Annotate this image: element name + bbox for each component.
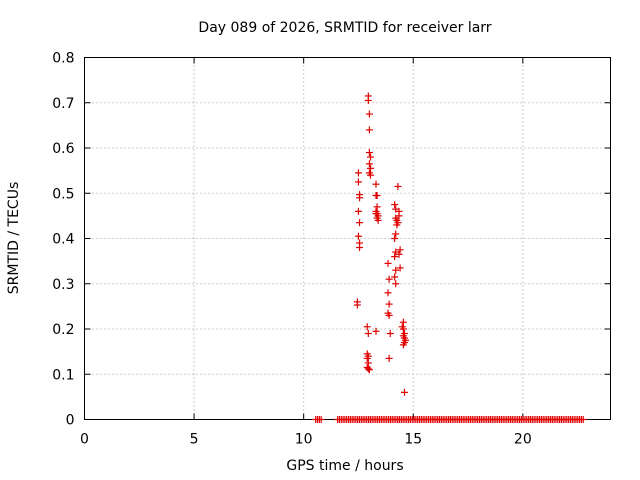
x-tick-label: 15 — [404, 432, 422, 448]
data-point — [364, 359, 372, 367]
data-point — [399, 341, 407, 349]
data-point — [400, 388, 408, 396]
data-point — [354, 169, 362, 177]
data-point — [392, 266, 400, 274]
data-point — [354, 207, 362, 215]
data-point — [364, 365, 372, 373]
data-point — [396, 246, 404, 254]
y-tick-label: 0.1 — [52, 367, 74, 383]
data-point — [354, 178, 362, 186]
data-point — [363, 354, 371, 362]
grid-lines — [84, 57, 611, 420]
axis-ticks — [84, 57, 611, 420]
data-point — [364, 96, 372, 104]
data-point — [372, 210, 380, 218]
data-point — [391, 253, 399, 261]
data-point — [317, 416, 325, 423]
data-point — [391, 235, 399, 242]
data-point — [356, 244, 364, 252]
data-point — [386, 330, 394, 338]
data-point — [365, 160, 373, 168]
x-tick-label: 0 — [80, 432, 89, 448]
y-tick-label: 0.8 — [52, 51, 74, 67]
data-point — [392, 280, 400, 288]
data-points — [312, 92, 587, 423]
data-point — [384, 289, 392, 297]
x-tick-labels: 0 5 10 15 20 — [80, 432, 532, 448]
data-point — [395, 250, 403, 258]
y-axis-label: SRMTID / TECUs — [6, 182, 22, 295]
x-axis-label: GPS time / hours — [286, 458, 403, 474]
data-point — [399, 318, 407, 326]
data-point — [365, 126, 373, 134]
y-tick-label: 0.4 — [52, 232, 74, 248]
y-tick-label: 0.6 — [52, 141, 74, 157]
data-point — [363, 323, 371, 331]
data-point — [372, 180, 380, 188]
plot-frame — [84, 57, 611, 420]
data-point — [372, 327, 380, 335]
data-point — [365, 366, 373, 374]
data-point — [399, 325, 407, 333]
data-point — [365, 149, 373, 157]
data-point — [373, 203, 381, 211]
data-point — [391, 201, 399, 209]
y-tick-label: 0.3 — [52, 277, 74, 293]
data-point — [367, 171, 375, 179]
data-point — [396, 264, 404, 272]
data-point — [385, 354, 393, 362]
data-point — [367, 164, 375, 172]
data-point — [394, 182, 402, 190]
data-point — [356, 194, 364, 202]
data-point — [353, 301, 361, 309]
data-point — [364, 330, 372, 338]
x-tick-label: 10 — [295, 432, 313, 448]
data-point — [385, 311, 393, 319]
data-point — [356, 219, 364, 227]
data-point — [391, 273, 399, 281]
y-tick-label: 0 — [66, 413, 75, 429]
y-tick-label: 0.7 — [52, 96, 74, 112]
data-point — [579, 416, 587, 423]
data-point — [395, 212, 403, 220]
data-point — [365, 110, 373, 118]
data-point — [385, 275, 393, 283]
y-tick-labels: 0 0.1 0.2 0.3 0.4 0.5 0.6 0.7 0.8 — [52, 51, 74, 429]
data-point — [354, 232, 362, 240]
data-point — [372, 192, 380, 200]
x-tick-label: 20 — [514, 432, 532, 448]
x-tick-label: 5 — [190, 432, 199, 448]
data-point — [384, 259, 392, 267]
data-point — [392, 230, 400, 238]
data-point — [394, 219, 402, 227]
y-tick-label: 0.2 — [52, 322, 74, 338]
data-point — [374, 216, 382, 224]
data-point — [367, 153, 375, 161]
y-tick-label: 0.5 — [52, 186, 74, 202]
chart-title: Day 089 of 2026, SRMTID for receiver lar… — [198, 20, 491, 36]
data-point — [385, 300, 393, 308]
